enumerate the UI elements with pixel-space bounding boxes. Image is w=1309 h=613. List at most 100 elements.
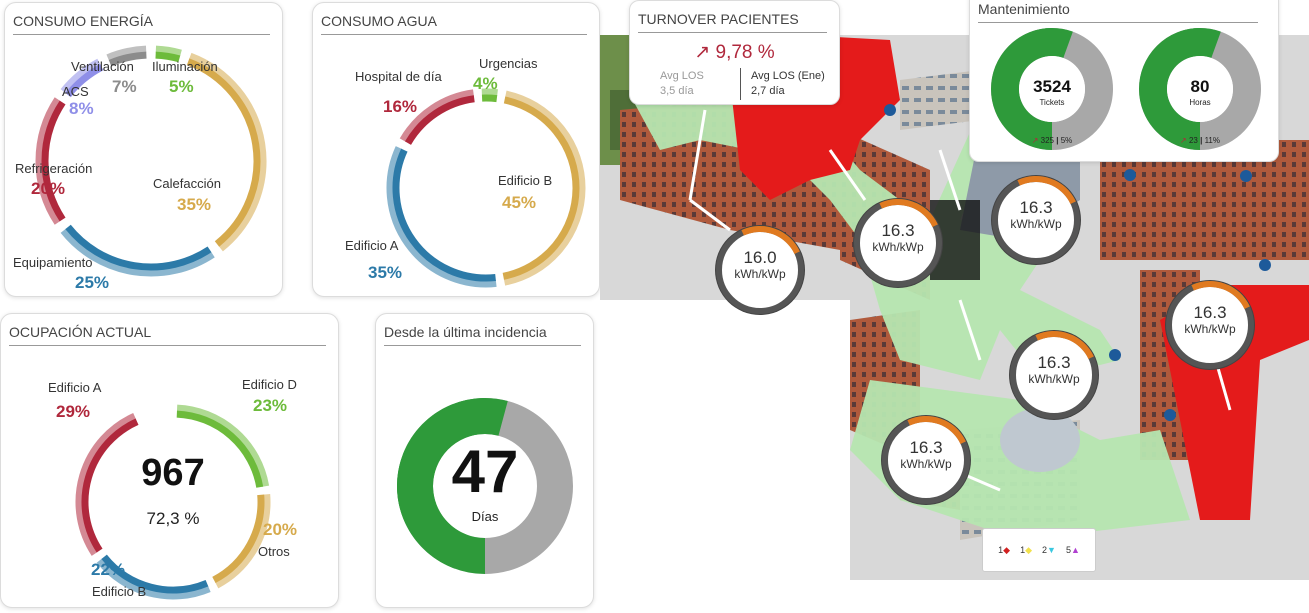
energy-pct-equipamiento: 25% <box>75 273 110 292</box>
legend-item-cyan: 2▼ <box>1042 545 1056 555</box>
energy-card: CONSUMO ENERGÍA Ventilación 7% Iluminaci… <box>4 2 283 297</box>
maintenance-hours-pct: 11% <box>1204 136 1220 145</box>
energy-title: CONSUMO ENERGÍA <box>13 13 270 35</box>
occupancy-pct-edificio-d: 23% <box>253 396 288 415</box>
map-marker[interactable] <box>1259 259 1271 271</box>
energy-iluminaci-n-outer-arc <box>155 45 182 57</box>
energy-bubble[interactable]: 16.3 kWh/kWp <box>1153 268 1267 382</box>
turnover-right: Avg LOS (Ene) 2,7 día <box>751 69 825 99</box>
occupancy-card: OCUPACIÓN ACTUAL 967 72,3 % Edificio A 2… <box>0 313 339 608</box>
occupancy-total: 967 <box>141 452 205 494</box>
maintenance-tickets-count: 325 <box>1040 136 1054 145</box>
energy-label-refrigeracion: Refrigeración <box>15 161 93 176</box>
energy-bubble-unit: kWh/kWp <box>872 240 924 254</box>
map-leader-3 <box>828 149 867 201</box>
map-rotunda <box>1000 408 1080 472</box>
water-pct-edificio-a: 35% <box>368 263 403 282</box>
energy-bubble-value: 16.3 <box>1019 198 1053 217</box>
energy-bubble-unit: kWh/kWp <box>1010 217 1062 231</box>
occupancy-edificio-b-outer-arc <box>96 558 211 600</box>
turnover-value: 9,78 % <box>715 42 775 63</box>
energy-pct-ventilacion: 7% <box>112 77 137 96</box>
maintenance-title: Mantenimiento <box>978 1 1258 23</box>
occupancy-edificio-a-arc <box>81 418 139 553</box>
energy-bubble-value: 16.3 <box>1037 353 1071 372</box>
energy-label-ventilacion: Ventilación <box>71 59 134 74</box>
energy-pct-iluminacion: 5% <box>169 77 194 96</box>
water-title: CONSUMO AGUA <box>321 13 587 35</box>
energy-bubble[interactable]: 16.3 kWh/kWp <box>841 186 955 300</box>
energy-label-equipamiento: Equipamiento <box>13 255 93 270</box>
occupancy-donut <box>75 404 271 600</box>
water-label-urgencias: Urgencias <box>479 56 538 71</box>
energy-bubble-value: 16.3 <box>1193 303 1227 322</box>
map-marker[interactable] <box>1124 169 1136 181</box>
trend-up-icon: ↗ <box>1031 136 1039 145</box>
maintenance-gauge-0-fill-c <box>1051 28 1073 59</box>
energy-bubble-value: 16.0 <box>743 248 777 267</box>
occupancy-label-edificio-a: Edificio A <box>48 380 102 395</box>
water-label-edificio-b: Edificio B <box>498 173 553 188</box>
energy-bubble-value: 16.3 <box>881 221 915 240</box>
trend-up-icon: ↗ <box>694 42 711 63</box>
incident-gauge-fill-top <box>397 398 508 569</box>
turnover-left-value: 3,5 día <box>660 85 694 97</box>
map-marker[interactable] <box>1109 349 1121 361</box>
energy-refrigeraci-n-arc <box>41 100 66 222</box>
energy-acs-arc <box>65 64 104 98</box>
map-building-east <box>1100 150 1220 260</box>
incident-gauge-rest <box>484 398 573 574</box>
water-pct-edificio-b: 45% <box>502 193 537 212</box>
energy-equipamiento-arc <box>65 224 212 271</box>
maintenance-tickets-value: 3524 <box>1033 77 1071 96</box>
energy-bubble-unit: kWh/kWp <box>1028 372 1080 386</box>
energy-bubble[interactable]: 16.0 kWh/kWp <box>703 213 817 327</box>
occupancy-pct-edificio-a: 29% <box>56 402 91 421</box>
occupancy-pct-edificio-b: 22% <box>91 560 126 579</box>
water-pct-hospital-dia: 16% <box>383 97 418 116</box>
energy-donut <box>35 45 267 277</box>
map-marker[interactable] <box>884 104 896 116</box>
water-label-hospital-dia: Hospital de día <box>355 69 442 84</box>
water-edificio-a-outer-arc <box>386 146 497 288</box>
legend-triangle-down-icon: ▼ <box>1047 545 1056 555</box>
legend-triangle-up-icon: ▲ <box>1070 545 1080 555</box>
map-courtyard <box>930 200 980 280</box>
occupancy-label-otros: Otros <box>258 544 290 559</box>
map-building-top <box>900 70 980 130</box>
energy-pct-refrigeracion: 20% <box>31 179 66 198</box>
turnover-left: Avg LOS 3,5 día <box>660 69 704 99</box>
energy-pct-calefaccion: 35% <box>177 195 212 214</box>
occupancy-rate: 72,3 % <box>146 509 200 528</box>
energy-calefacci-n-outer-arc <box>188 52 267 252</box>
energy-refrigeraci-n-outer-arc <box>35 97 61 225</box>
map-leader-1 <box>688 109 707 201</box>
turnover-right-value: 2,7 día <box>751 85 785 97</box>
map-marker[interactable] <box>1164 409 1176 421</box>
water-card: CONSUMO AGUA Hospital de día 16% Urgenci… <box>312 2 600 297</box>
legend-diamond-red-icon: ◆ <box>1003 544 1011 555</box>
maintenance-card: Mantenimiento 3524 Tickets ↗ 325 | 5% 80… <box>969 0 1279 162</box>
water-pct-urgencias: 4% <box>473 74 498 93</box>
water-donut <box>386 88 586 288</box>
maintenance-hours-trend: ↗ 23 | 11% <box>1180 136 1220 145</box>
map-leader-2 <box>689 198 731 232</box>
maintenance-hours-value: 80 <box>1190 77 1210 96</box>
maintenance-gauge-1-fill-c <box>1199 28 1221 59</box>
maintenance-gauge-0-fill-b <box>991 28 1053 150</box>
energy-label-calefaccion: Calefacción <box>153 176 221 191</box>
energy-bubble[interactable]: 16.3 kWh/kWp <box>979 163 1093 277</box>
legend-item-red: 1◆ <box>998 544 1011 555</box>
energy-ventilaci-n-outer-arc <box>106 45 147 61</box>
energy-bubble-unit: kWh/kWp <box>734 267 786 281</box>
energy-bubble[interactable]: 16.3 kWh/kWp <box>869 403 983 517</box>
turnover-card: TURNOVER PACIENTES ↗ 9,78 % Avg LOS 3,5 … <box>629 0 840 105</box>
occupancy-label-edificio-d: Edificio D <box>242 377 297 392</box>
maintenance-gauge-0-center <box>1019 56 1085 122</box>
occupancy-edificio-d-arc <box>176 410 264 488</box>
map-marker[interactable] <box>1240 170 1252 182</box>
energy-pct-acs: 8% <box>69 99 94 118</box>
occupancy-title: OCUPACIÓN ACTUAL <box>9 324 326 346</box>
energy-bubble[interactable]: 16.3 kWh/kWp <box>997 318 1111 432</box>
turnover-divider <box>740 68 741 100</box>
